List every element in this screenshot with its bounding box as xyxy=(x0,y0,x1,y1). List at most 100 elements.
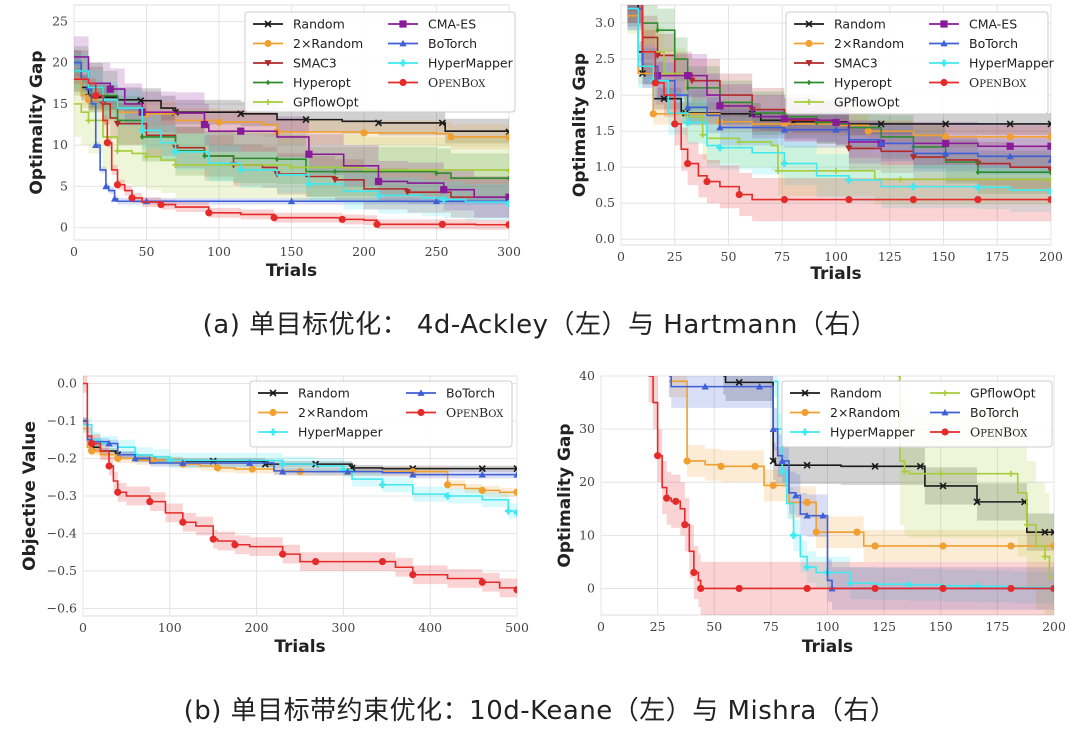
band-2random xyxy=(668,376,1054,562)
x-tick-label: 200 xyxy=(352,244,376,259)
legend-marker xyxy=(940,20,948,28)
marker-random xyxy=(137,97,145,105)
marker-cmaes xyxy=(200,120,209,129)
marker-openbox xyxy=(128,194,136,202)
marker-2random xyxy=(803,498,811,507)
marker-openbox xyxy=(270,214,278,222)
marker-openbox xyxy=(88,439,96,448)
marker-cmaes xyxy=(1006,142,1014,150)
legend-marker xyxy=(805,39,813,48)
legend-marker xyxy=(801,389,809,397)
marker-cmaes xyxy=(106,85,114,93)
y-tick-label: 3.0 xyxy=(595,15,615,30)
band-botorch xyxy=(627,5,1051,178)
legend-marker xyxy=(399,78,407,87)
y-tick-label: 0 xyxy=(60,220,68,235)
marker-botorch xyxy=(432,197,441,205)
line-botorch xyxy=(83,420,517,476)
marker-2random xyxy=(1047,133,1051,141)
legend-item-2random: 2×Random xyxy=(790,405,900,420)
marker-random xyxy=(237,110,245,118)
marker-openbox xyxy=(845,195,853,204)
marker-botorch xyxy=(684,103,692,111)
marker-botorch xyxy=(942,149,950,157)
legend-marker xyxy=(941,428,949,436)
marker-openbox xyxy=(113,181,122,189)
legend-item-hypermapper: HyperMapper xyxy=(388,56,514,71)
marker-cmaes xyxy=(684,72,692,80)
marker-2random xyxy=(215,118,223,126)
marker-botorch xyxy=(246,459,254,466)
legend-item-cmaes: CMA-ES xyxy=(388,17,476,32)
marker-smac3 xyxy=(1047,167,1051,175)
legend-item-hyperopt: Hyperopt xyxy=(794,75,892,90)
legend-item-gpflowopt: GPflowOpt xyxy=(930,386,1036,401)
y-axis-label: Optimality Gap xyxy=(570,53,590,197)
marker-2random xyxy=(513,488,517,496)
marker-random xyxy=(803,461,811,469)
marker-cmaes xyxy=(832,118,840,127)
marker-cmaes xyxy=(1047,142,1051,150)
legend-item-2random: 2×Random xyxy=(794,36,904,51)
x-tick-label: 400 xyxy=(418,620,442,635)
marker-random xyxy=(735,378,743,386)
marker-botorch xyxy=(111,195,119,202)
legend-label: BoTorch xyxy=(428,36,477,51)
line-hyperopt xyxy=(74,70,509,179)
caption-b: (b) 单目标带约束优化：10d-Keane（左）与 Mishra（右） xyxy=(183,696,897,726)
marker-hypermapper xyxy=(780,160,788,168)
marker-openbox xyxy=(105,462,113,470)
marker-2random xyxy=(751,462,759,470)
marker-smac3 xyxy=(688,77,696,85)
marker-openbox xyxy=(735,190,743,199)
marker-botorch xyxy=(102,182,110,190)
marker-openbox xyxy=(205,209,213,217)
legend-item-hypermapper: HyperMapper xyxy=(929,56,1055,71)
legend-item-gpflowopt: GPflowOpt xyxy=(794,95,900,110)
marker-hypermapper xyxy=(974,183,982,191)
marker-openbox xyxy=(409,571,417,579)
legend-marker xyxy=(801,428,809,436)
marker-random xyxy=(1006,120,1014,128)
legend-label: Hyperopt xyxy=(834,75,892,90)
marker-openbox xyxy=(735,584,743,593)
marker-cmaes xyxy=(237,127,245,135)
marker-openbox xyxy=(871,584,879,593)
legend-label: HyperMapper xyxy=(428,56,514,71)
series-layer xyxy=(83,376,517,600)
marker-random xyxy=(261,460,269,468)
legend-label: SMAC3 xyxy=(834,56,878,71)
band-smac3 xyxy=(74,50,509,219)
marker-hyperopt xyxy=(975,169,981,176)
marker-2random xyxy=(84,96,93,104)
marker-hypermapper xyxy=(375,191,382,199)
y-tick-label: 30 xyxy=(579,421,595,436)
legend-item-botorch: BoTorch xyxy=(929,36,1018,51)
x-tick-label: 75 xyxy=(763,619,779,634)
marker-hypermapper xyxy=(905,581,913,589)
marker-hyperopt xyxy=(274,156,280,163)
y-axis-label: Optimality Gap xyxy=(555,423,575,567)
marker-smac3 xyxy=(403,189,412,196)
marker-gpflowopt xyxy=(1007,470,1014,477)
marker-2random xyxy=(360,129,368,137)
marker-random xyxy=(478,465,486,473)
legend: Random 2×Random SMAC3 Hyperopt GPflowOpt CMA-… xyxy=(244,11,516,113)
marker-openbox xyxy=(671,120,679,128)
band-hypermapper xyxy=(627,5,1051,214)
marker-random xyxy=(660,95,668,103)
marker-2random xyxy=(478,486,486,494)
band-openbox xyxy=(627,5,1051,222)
y-tick-label: −0.5 xyxy=(47,563,77,578)
marker-botorch xyxy=(409,471,417,478)
band-hyperopt xyxy=(74,46,509,203)
marker-random xyxy=(302,116,310,124)
marker-2random xyxy=(1006,133,1014,141)
marker-hyperopt xyxy=(332,168,338,175)
legend-item-2random: 2×Random xyxy=(253,36,363,51)
x-tick-label: 150 xyxy=(280,244,304,259)
marker-random xyxy=(438,119,446,127)
y-tick-label: −0.6 xyxy=(47,601,77,616)
line-botorch xyxy=(668,376,1054,590)
